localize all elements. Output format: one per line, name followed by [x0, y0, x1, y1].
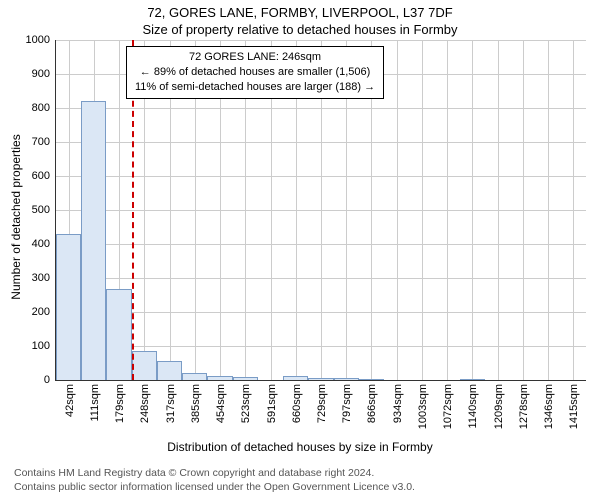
y-tick-label: 100: [32, 340, 56, 352]
y-tick-label: 1000: [26, 34, 56, 46]
y-tick-label: 700: [32, 136, 56, 148]
gridline-v: [472, 40, 473, 380]
y-tick-label: 500: [32, 204, 56, 216]
x-tick-label: 934sqm: [392, 384, 404, 423]
x-tick-label: 1415sqm: [568, 384, 580, 429]
x-tick-label: 1072sqm: [442, 384, 454, 429]
y-tick-label: 200: [32, 306, 56, 318]
x-tick-label: 1209sqm: [493, 384, 505, 429]
x-tick-label: 454sqm: [215, 384, 227, 423]
x-tick-label: 111sqm: [89, 384, 101, 422]
x-tick-label: 591sqm: [266, 384, 278, 423]
gridline-v: [447, 40, 448, 380]
y-tick-label: 300: [32, 272, 56, 284]
y-tick-label: 800: [32, 102, 56, 114]
x-tick-label: 523sqm: [240, 384, 252, 423]
x-tick-label: 248sqm: [139, 384, 151, 423]
gridline-v: [422, 40, 423, 380]
gridline-v: [548, 40, 549, 380]
x-tick-label: 385sqm: [190, 384, 202, 423]
bar: [359, 379, 384, 380]
x-tick-label: 1003sqm: [417, 384, 429, 429]
x-tick-label: 866sqm: [366, 384, 378, 423]
footer-line-1: Contains HM Land Registry data © Crown c…: [14, 466, 415, 480]
bar: [308, 378, 333, 380]
y-tick-label: 900: [32, 68, 56, 80]
x-tick-label: 1278sqm: [518, 384, 530, 429]
gridline-v: [397, 40, 398, 380]
x-tick-label: 660sqm: [291, 384, 303, 423]
callout-box: 72 GORES LANE: 246sqm ← 89% of detached …: [126, 46, 384, 99]
bar: [207, 376, 232, 380]
plot-area: 0100200300400500600700800900100042sqm111…: [55, 40, 586, 381]
bar: [106, 289, 131, 380]
bar: [132, 351, 157, 380]
x-tick-label: 729sqm: [316, 384, 328, 423]
title-line-2: Size of property relative to detached ho…: [0, 22, 600, 37]
callout-line-3: 11% of semi-detached houses are larger (…: [135, 80, 375, 95]
y-tick-label: 400: [32, 238, 56, 250]
bar: [460, 379, 485, 380]
figure: 72, GORES LANE, FORMBY, LIVERPOOL, L37 7…: [0, 0, 600, 500]
y-tick-label: 0: [44, 374, 56, 386]
bar: [157, 361, 182, 380]
bar: [56, 234, 81, 380]
bar: [182, 373, 207, 380]
x-tick-label: 1346sqm: [543, 384, 555, 429]
bar: [334, 378, 359, 380]
gridline-v: [573, 40, 574, 380]
footer: Contains HM Land Registry data © Crown c…: [14, 466, 415, 494]
y-tick-label: 600: [32, 170, 56, 182]
x-axis-label: Distribution of detached houses by size …: [0, 440, 600, 454]
x-tick-label: 42sqm: [64, 384, 76, 417]
y-axis-label: Number of detached properties: [9, 117, 23, 317]
title-line-1: 72, GORES LANE, FORMBY, LIVERPOOL, L37 7…: [0, 5, 600, 20]
callout-line-2: ← 89% of detached houses are smaller (1,…: [135, 65, 375, 80]
footer-line-2: Contains public sector information licen…: [14, 480, 415, 494]
gridline-v: [498, 40, 499, 380]
bar: [283, 376, 308, 380]
callout-line-1: 72 GORES LANE: 246sqm: [135, 50, 375, 65]
x-tick-label: 317sqm: [165, 384, 177, 423]
bar: [233, 377, 258, 380]
gridline-v: [523, 40, 524, 380]
x-tick-label: 1140sqm: [467, 384, 479, 428]
x-tick-label: 179sqm: [114, 384, 126, 423]
bar: [81, 101, 106, 380]
x-tick-label: 797sqm: [341, 384, 353, 423]
